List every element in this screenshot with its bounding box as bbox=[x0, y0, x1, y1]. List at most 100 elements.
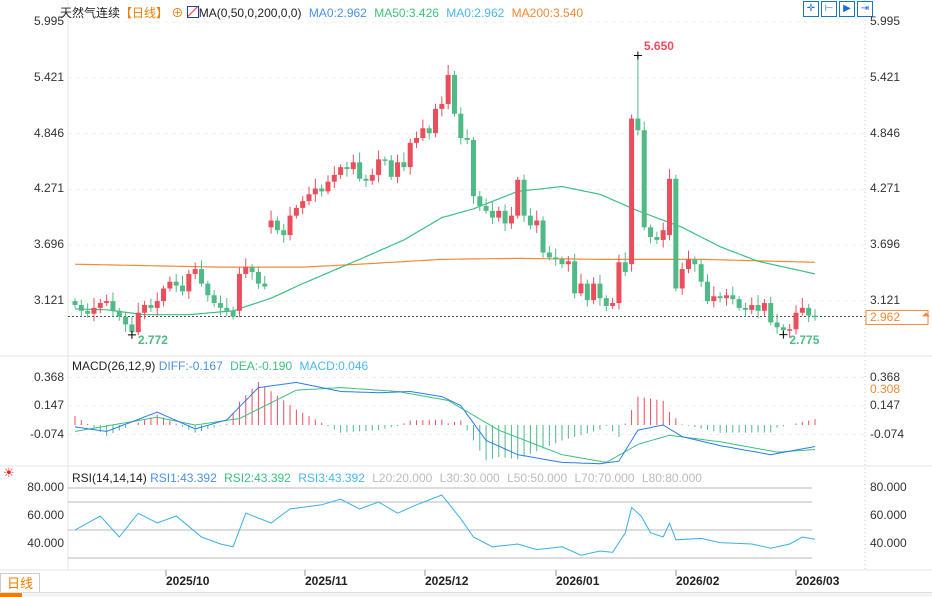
candle-body bbox=[287, 215, 293, 236]
candle-body bbox=[129, 324, 135, 333]
candle-body bbox=[433, 108, 439, 134]
candle-body bbox=[205, 283, 211, 296]
extreme-marker-icon bbox=[779, 330, 788, 339]
dea-value: DEA:-0.190 bbox=[230, 359, 293, 373]
candle-body bbox=[572, 261, 578, 294]
candle-body bbox=[186, 273, 192, 292]
candle-body bbox=[211, 295, 217, 304]
bottom-toolbar bbox=[0, 592, 932, 597]
date-label: 2025/11 bbox=[305, 574, 348, 588]
candle-body bbox=[230, 310, 236, 317]
candle-body bbox=[407, 142, 413, 168]
candle-body bbox=[243, 267, 249, 274]
candle-body bbox=[167, 281, 173, 289]
macd-tick-right: -0.074 bbox=[870, 426, 905, 441]
candle-body bbox=[300, 201, 306, 208]
crosshair-tool-icon[interactable]: ✛ bbox=[803, 1, 819, 17]
candle-body bbox=[78, 304, 84, 311]
candle-body bbox=[451, 74, 457, 114]
candle-body bbox=[591, 283, 597, 301]
price-tick-left: 5.421 bbox=[33, 69, 64, 84]
candle-body bbox=[268, 220, 274, 228]
candle-body bbox=[515, 179, 521, 216]
candle-body bbox=[344, 167, 350, 170]
candle-body bbox=[635, 118, 641, 131]
candle-body bbox=[559, 259, 565, 265]
ma200-line bbox=[74, 257, 816, 268]
l20-value: L20:20.000 bbox=[372, 471, 433, 485]
candle-body bbox=[306, 194, 312, 202]
price-tick-left: 5.995 bbox=[33, 13, 64, 28]
period-label[interactable]: 【日线】 bbox=[120, 6, 169, 20]
candle-body bbox=[376, 159, 382, 175]
candle-body bbox=[198, 269, 204, 284]
date-label: 2026/03 bbox=[796, 574, 840, 588]
zoom-in-tool-icon[interactable]: ⊢ bbox=[821, 1, 837, 17]
rsi-tick-left: 60.000 bbox=[27, 508, 64, 522]
settings-icon[interactable]: ⊕ bbox=[171, 6, 184, 20]
candle-body bbox=[730, 295, 736, 300]
period-button[interactable]: 日线▲ bbox=[0, 573, 40, 597]
candle-body bbox=[711, 296, 717, 302]
price-tick-left: 4.846 bbox=[33, 125, 64, 140]
l30-value: L30:30.000 bbox=[439, 471, 500, 485]
candle-body bbox=[142, 304, 148, 313]
zoom-out-tool-icon[interactable]: ▶ bbox=[839, 1, 855, 17]
extreme-label: 2.775 bbox=[789, 332, 820, 347]
sun-indicator-icon[interactable]: ☀ bbox=[3, 465, 15, 480]
macd-value: MACD:0.046 bbox=[299, 359, 369, 373]
date-label: 2026/02 bbox=[676, 574, 720, 588]
diff-value: DIFF:-0.167 bbox=[158, 359, 223, 373]
ma-indicator-icon[interactable] bbox=[186, 6, 199, 18]
candle-body bbox=[508, 215, 514, 224]
rsi-label: RSI(14,14,14) bbox=[72, 471, 147, 485]
ma50-value: MA50:3.426 bbox=[374, 6, 439, 20]
candle-body bbox=[154, 301, 160, 308]
candle-body bbox=[274, 220, 280, 231]
candle-body bbox=[793, 312, 799, 330]
price-tick-right: 5.421 bbox=[870, 69, 901, 84]
candle-body bbox=[217, 303, 223, 308]
candle-body bbox=[350, 162, 356, 170]
candle-body bbox=[395, 162, 401, 177]
candle-body bbox=[704, 281, 710, 302]
candle-body bbox=[483, 205, 489, 211]
last-price-tag bbox=[865, 309, 929, 325]
candle-body bbox=[85, 310, 91, 314]
candle-body bbox=[578, 283, 584, 294]
diff-line bbox=[74, 381, 816, 465]
candle-body bbox=[104, 301, 110, 304]
date-label: 2026/01 bbox=[556, 574, 600, 588]
last-price-arrow-icon bbox=[922, 312, 930, 317]
scroll-right-tool-icon[interactable]: ⇥ bbox=[857, 1, 873, 17]
candle-body bbox=[173, 281, 179, 286]
ma-label: MA(0,50,0,200,0,0) bbox=[198, 6, 302, 20]
candle-body bbox=[780, 327, 786, 331]
candle-body bbox=[648, 227, 654, 238]
candle-body bbox=[445, 74, 451, 105]
rsi-tick-right: 80.000 bbox=[870, 480, 907, 494]
price-header: 天然气连续【日线】 ⊕ MA(0,50,0,200,0,0) MA0:2.962… bbox=[60, 4, 583, 21]
candle-body bbox=[496, 210, 502, 218]
candle-body bbox=[629, 118, 635, 265]
price-tick-left: 4.271 bbox=[33, 181, 64, 196]
price-tick-left: 3.121 bbox=[33, 293, 64, 307]
rsi-tick-right: 60.000 bbox=[870, 508, 907, 522]
rsi-tick-right: 40.000 bbox=[870, 536, 907, 550]
rsi2-value: RSI2:43.392 bbox=[224, 471, 291, 485]
candle-body bbox=[97, 303, 103, 308]
price-tick-left: 3.696 bbox=[33, 237, 64, 252]
candle-body bbox=[420, 128, 426, 139]
candle-body bbox=[180, 285, 186, 292]
candle-body bbox=[426, 128, 432, 134]
candle-body bbox=[91, 307, 97, 314]
candle-body bbox=[325, 181, 331, 192]
rsi-tick-left: 80.000 bbox=[27, 480, 64, 494]
candle-body bbox=[616, 262, 622, 304]
candle-body bbox=[641, 130, 647, 228]
candle-body bbox=[692, 259, 698, 265]
candle-body bbox=[401, 162, 407, 168]
candle-body bbox=[224, 307, 230, 311]
candle-body bbox=[388, 160, 394, 177]
